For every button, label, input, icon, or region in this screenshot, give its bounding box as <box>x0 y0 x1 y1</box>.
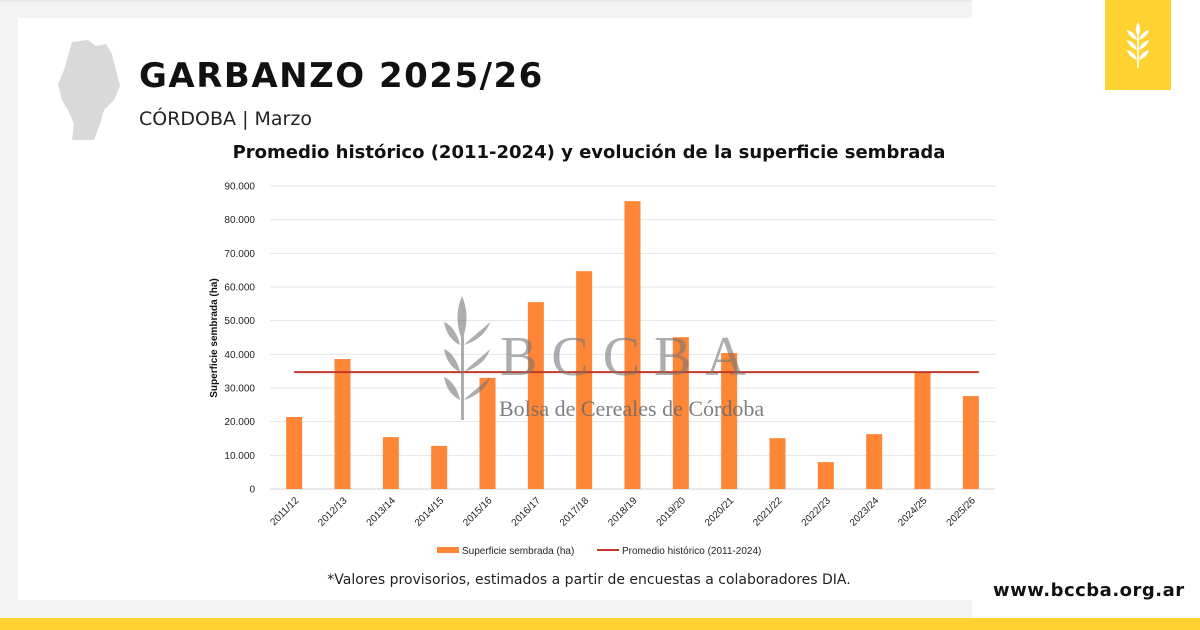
bar-2014-15 <box>431 445 448 489</box>
bar-2023-24 <box>866 434 883 489</box>
y-tick-label: 30.000 <box>224 384 255 395</box>
chart-title: Promedio histórico (2011-2024) y evoluci… <box>232 142 946 163</box>
y-tick-label: 40.000 <box>224 350 255 361</box>
y-tick-label: 80.000 <box>224 215 255 226</box>
y-tick-label: 60.000 <box>224 283 255 294</box>
bar-2017-18 <box>576 271 593 489</box>
bar-2019-20 <box>672 337 689 489</box>
bar-2021-22 <box>769 438 786 489</box>
x-tick-label: 2020/21 <box>703 495 737 529</box>
bar-2011-12 <box>286 416 303 489</box>
x-tick-label: 2025/26 <box>945 495 979 529</box>
watermark-logo-text: BCCBA <box>500 326 760 388</box>
x-tick-label: 2013/14 <box>365 495 399 529</box>
y-tick-label: 10.000 <box>224 451 255 462</box>
bar-2012-13 <box>334 359 351 489</box>
wheat-icon <box>1127 22 1149 68</box>
right-panel <box>972 0 1200 618</box>
y-tick-label: 70.000 <box>224 249 255 260</box>
content-card <box>18 18 972 600</box>
legend-bar-swatch <box>437 547 459 553</box>
bar-2015-16 <box>479 377 496 489</box>
x-tick-label: 2012/13 <box>316 495 350 529</box>
bar-2016-17 <box>527 302 544 489</box>
legend: Superficie sembrada (ha) Promedio histór… <box>437 546 761 557</box>
y-tick-label: 20.000 <box>224 417 255 428</box>
x-tick-label: 2017/18 <box>558 495 592 529</box>
bar-2020-21 <box>721 352 738 489</box>
legend-bar-label: Superficie sembrada (ha) <box>462 546 574 557</box>
watermark-name-text: Bolsa de Cereales de Córdoba <box>499 396 764 421</box>
x-tick-label: 2011/12 <box>268 495 301 528</box>
bccba-watermark: BCCBA Bolsa de Cereales de Córdoba <box>444 296 764 421</box>
x-tick-label: 2024/25 <box>896 495 930 529</box>
bottom-band <box>0 618 1200 630</box>
x-tick-label: 2016/17 <box>510 495 544 529</box>
x-tick-label: 2014/15 <box>413 495 447 529</box>
top-border <box>0 0 1200 2</box>
x-tick-label: 2021/22 <box>751 495 785 529</box>
x-tick-label: 2023/24 <box>848 495 882 529</box>
bar-2022-23 <box>817 462 834 489</box>
y-axis-label: Superficie sembrada (ha) <box>209 278 220 397</box>
page-subtitle: CÓRDOBA | Marzo <box>139 108 312 130</box>
brand-badge <box>1105 0 1171 90</box>
cordoba-map-icon <box>58 40 120 140</box>
x-tick-label: 2019/20 <box>655 495 689 529</box>
legend-line-label: Promedio histórico (2011-2024) <box>622 546 761 557</box>
x-tick-label: 2018/19 <box>606 495 640 529</box>
website-link[interactable]: www.bccba.org.ar <box>993 580 1185 601</box>
y-tick-label: 0 <box>249 485 255 496</box>
y-tick-label: 50.000 <box>224 316 255 327</box>
x-tick-label: 2022/23 <box>800 495 834 529</box>
bar-2018-19 <box>624 201 641 489</box>
bar-2024-25 <box>914 372 931 489</box>
footnote: *Valores provisorios, estimados a partir… <box>327 572 851 588</box>
y-tick-label: 90.000 <box>224 182 255 193</box>
x-tick-label: 2015/16 <box>461 495 495 529</box>
wheat-watermark-icon <box>444 296 490 420</box>
page-title: GARBANZO 2025/26 <box>139 56 544 96</box>
bar-2013-14 <box>382 437 399 489</box>
bar-2025-26 <box>962 396 979 489</box>
